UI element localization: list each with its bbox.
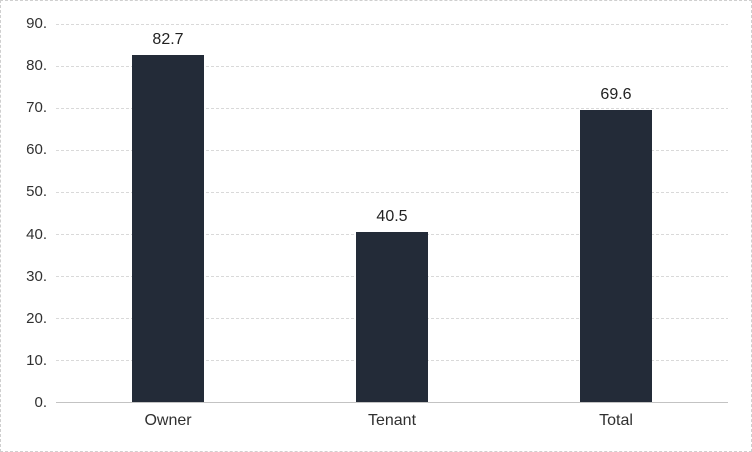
plot-area: 82.7 40.5 69.6 [56, 23, 728, 403]
y-tick-label: 60. [26, 141, 47, 159]
gridline [56, 149, 728, 151]
x-axis-line [56, 402, 728, 403]
y-tick-label: 50. [26, 183, 47, 201]
gridline [56, 107, 728, 109]
y-tick-label: 70. [26, 99, 47, 117]
gridline [56, 65, 728, 67]
gridline [56, 23, 728, 25]
y-tick-label: 10. [26, 351, 47, 369]
bar-data-label: 69.6 [600, 85, 632, 103]
x-category-label: Total [599, 412, 633, 429]
bar-series: 82.7 40.5 69.6 [56, 24, 728, 403]
y-tick-label: 40. [26, 225, 47, 243]
bar-data-label: 82.7 [152, 30, 184, 48]
bar-slot: 82.7 [56, 24, 280, 403]
x-axis-labels: Owner Tenant Total [56, 411, 728, 431]
y-tick-label: 90. [26, 15, 47, 32]
y-tick-label: 20. [26, 309, 47, 327]
bar-slot: 40.5 [280, 24, 504, 403]
gridline [56, 191, 728, 193]
bar-data-label: 40.5 [376, 208, 408, 226]
y-tick-label: 0. [34, 394, 47, 411]
y-tick-label: 80. [26, 57, 47, 75]
bar-tenant [356, 232, 428, 403]
bar-owner [132, 54, 204, 403]
bar-slot: 69.6 [504, 24, 728, 403]
x-category-label: Owner [144, 412, 192, 429]
bar-total [580, 109, 652, 403]
y-axis-labels: 0. 10. 20. 30. 40. 50. 60. 70. 80. 90. [1, 15, 47, 411]
x-category-label: Tenant [367, 412, 417, 429]
y-tick-label: 30. [26, 267, 47, 285]
